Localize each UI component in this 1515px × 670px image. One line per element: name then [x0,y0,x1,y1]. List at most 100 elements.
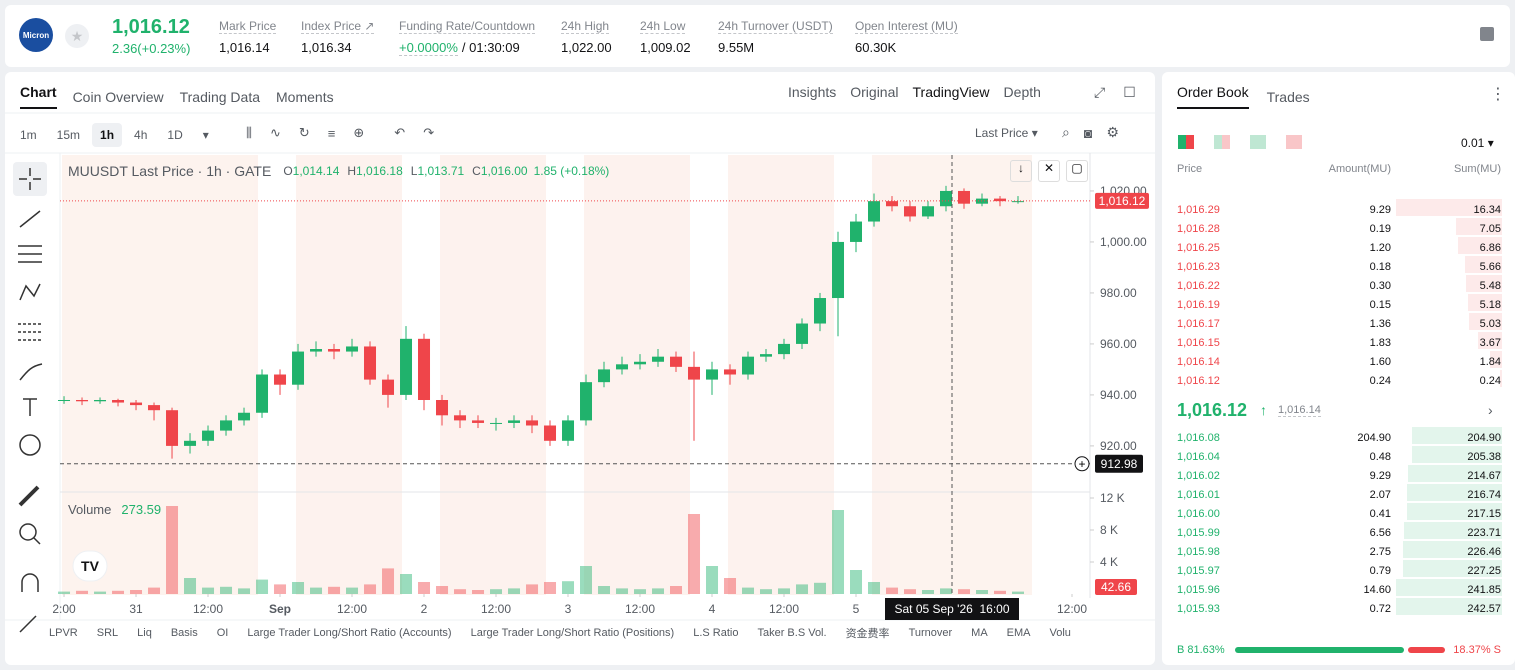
stat-label: Mark Price [219,19,277,34]
amount: 0.72 [1369,603,1391,615]
interval[interactable]: 1m [20,128,37,142]
interval[interactable]: 1h [92,123,123,147]
indicator[interactable]: LPVR [49,627,78,639]
candle-body [400,338,413,395]
chart-tab[interactable]: Moments [276,88,334,105]
favorite-star[interactable]: ★ [65,24,89,48]
candle-body [670,356,683,367]
order-book-tabs: Order Book Trades [1177,84,1310,109]
amount: 0.19 [1369,223,1391,235]
indicator[interactable]: MA [971,627,988,639]
candle-body [958,190,971,204]
x-tick-label: 12:00 [769,602,799,616]
depth-bar [1456,218,1502,235]
amount: 1.20 [1369,242,1391,254]
scroll-button[interactable]: ↓ [1010,160,1032,182]
layout-split[interactable] [1214,135,1230,149]
ohlc-value: 1,016.18 [356,164,403,178]
indicator[interactable]: Turnover [908,627,953,639]
notes-icon[interactable] [1480,27,1494,41]
candle-body [148,405,161,411]
candle-body [688,366,701,380]
fullscreen-button[interactable]: ⤢ [1094,84,1106,100]
maximize-button[interactable]: ▢ [1066,160,1088,182]
last-price-tag [1095,192,1149,209]
redo[interactable]: ↷ [423,125,435,140]
layout-both[interactable] [1178,135,1194,149]
ohlc-item: L1,013.71 [411,164,464,178]
volume-bar [868,582,881,594]
collapse-button[interactable]: ✕ [1038,160,1060,182]
price-type-select[interactable]: Last Price ▾ [975,126,1038,140]
candle-body [940,190,953,207]
indicators-button[interactable]: ∿ [269,125,281,140]
candle-body [274,374,287,385]
view-tab[interactable]: Original [850,84,899,100]
volume-bar [922,590,935,594]
add-button[interactable]: ⊕ [353,125,365,140]
replay-button[interactable]: ↻ [298,125,310,140]
session-shading [62,155,1032,595]
sum: 0.24 [1479,375,1501,387]
more-button[interactable]: ⋮ [1490,86,1506,103]
chart-tab[interactable]: Coin Overview [72,88,164,105]
volume-tick-label: 8 K [1100,523,1118,537]
candle-type[interactable]: ⫼ [246,125,252,140]
book-tab[interactable]: Trades [1266,88,1310,105]
ohlc-label: H [347,164,357,178]
interval-more[interactable]: ▾ [202,128,209,142]
snapshot[interactable]: ◙ [1083,124,1093,141]
legend-change: 1.85 (+0.18%) [533,164,610,178]
view-tab[interactable]: Depth [1003,84,1041,100]
view-tab[interactable]: Insights [788,84,837,100]
interval[interactable]: 4h [134,128,148,142]
indicator[interactable]: Volu [1049,627,1071,639]
indicator[interactable]: 资金费率 [845,628,890,640]
sum: 5.66 [1479,261,1501,273]
volume-bar [346,587,359,594]
interval[interactable]: 15m [56,128,81,142]
crosshair-x-label: Sat 05 Sep '26 16:00 [894,602,1009,616]
price: 1,016.28 [1177,223,1220,235]
indicator[interactable]: EMA [1006,627,1031,639]
mid-chevron[interactable]: › [1488,402,1493,418]
amount: 0.15 [1369,299,1391,311]
chart-tab[interactable]: Chart [20,84,57,109]
settings[interactable]: ⚙ [1106,124,1119,140]
volume-bar [850,570,863,594]
layout-bids[interactable] [1250,135,1266,149]
volume-bar [1012,591,1025,594]
sum: 226.46 [1467,546,1501,558]
indicator[interactable]: SRL [96,627,119,639]
volume-bar [130,590,143,594]
indicator[interactable]: Basis [170,627,198,639]
volume-bar [220,586,233,594]
volume-bar [886,587,899,594]
chart-tab[interactable]: Trading Data [179,88,261,105]
volume-bar [400,574,413,594]
window-button[interactable]: ☐ [1123,84,1136,100]
volume-bar [580,566,593,594]
candle-body [346,346,359,352]
indicator[interactable]: OI [216,627,229,639]
indicator[interactable]: Large Trader Long/Short Ratio (Positions… [470,627,675,639]
volume-value: 273.59 [121,502,162,517]
precision-select[interactable]: 0.01 ▾ [1461,136,1494,150]
view-tab[interactable]: TradingView [912,84,990,100]
templates-button[interactable]: ≡ [327,125,336,141]
candle-body [454,415,467,421]
interval[interactable]: 1D [167,128,183,142]
search[interactable]: ⌕ [1062,124,1070,140]
stat: 24h Low 1,009.02 [640,17,691,55]
candle-body [94,400,107,402]
indicator[interactable]: Large Trader Long/Short Ratio (Accounts) [247,627,452,639]
candle-body [130,402,143,406]
coin-logo: Micron [19,18,53,52]
indicator[interactable]: Liq [137,627,152,639]
layout-asks[interactable] [1286,135,1302,149]
book-tab[interactable]: Order Book [1177,84,1249,109]
undo[interactable]: ↶ [394,125,406,140]
volume-bar [706,566,719,594]
indicator[interactable]: Taker B.S Vol. [757,627,827,639]
indicator[interactable]: L.S Ratio [693,627,739,639]
